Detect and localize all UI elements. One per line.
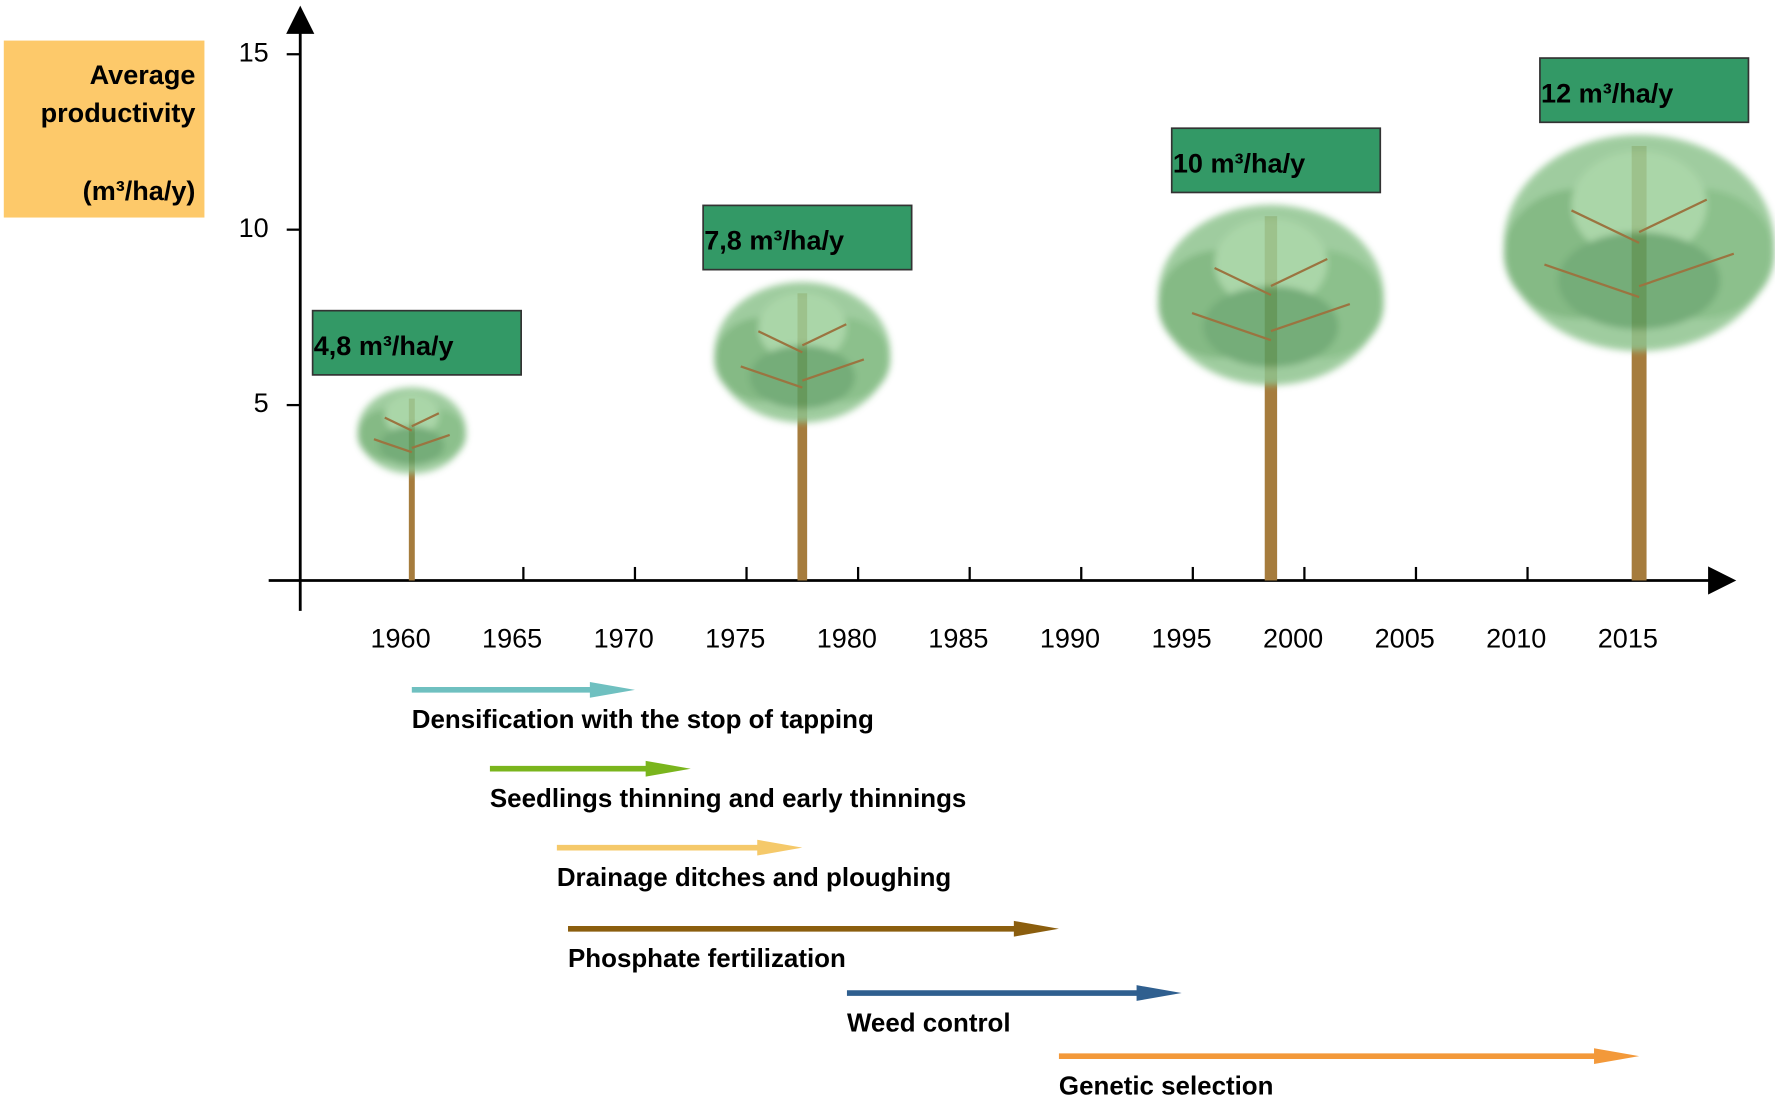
practice-label: Drainage ditches and ploughing (557, 864, 951, 892)
leaves (1557, 232, 1721, 330)
practice-label: Seedlings thinning and early thinnings (490, 785, 966, 813)
y-tick-label: 15 (239, 37, 269, 67)
x-tick-label: 1960 (370, 623, 430, 653)
branch (757, 330, 803, 354)
y-tick-label: 5 (254, 388, 269, 418)
x-tick-label: 2000 (1263, 623, 1323, 653)
x-tick-label: 2015 (1598, 623, 1658, 653)
leaves (1214, 218, 1328, 309)
leaves (379, 426, 445, 466)
value-label: 4,8 m³/ha/y (314, 331, 454, 361)
practice-arrow (568, 920, 1059, 937)
crown (1503, 134, 1775, 352)
branch (1270, 302, 1351, 333)
x-tick-label: 1985 (928, 623, 988, 653)
value-box (702, 204, 913, 271)
branch (1638, 198, 1708, 234)
practice-label: Weed control (847, 1009, 1011, 1037)
branch (1270, 257, 1328, 288)
x-tick-label: 1980 (817, 623, 877, 653)
tree (714, 282, 891, 581)
crown (714, 282, 891, 423)
value-box (311, 309, 522, 376)
practice-label: Densification with the stop of tapping (412, 706, 874, 734)
branch (1638, 252, 1735, 288)
x-tick-label: 1965 (482, 623, 542, 653)
value-box (1539, 57, 1750, 124)
practice-arrow (1058, 1048, 1640, 1065)
branch (740, 365, 803, 389)
tree (1503, 134, 1775, 581)
branch (801, 323, 847, 347)
ylabel-box (3, 40, 205, 218)
practice-arrow (411, 681, 635, 698)
value-label: 10 m³/ha/y (1173, 149, 1305, 179)
branch (411, 412, 440, 428)
x-tick-label: 1970 (594, 623, 654, 653)
x-tick-label: 2010 (1486, 623, 1546, 653)
leaves (384, 393, 439, 438)
trunk (797, 293, 808, 581)
practice-label: Phosphate fertilization (568, 945, 846, 973)
branch (1544, 263, 1640, 299)
tree (357, 387, 466, 581)
value-label: 12 m³/ha/y (1541, 78, 1673, 108)
leaves (749, 345, 856, 409)
y-axis-label-1: Average (90, 60, 196, 90)
leaves (1203, 286, 1339, 368)
branch (384, 416, 413, 432)
branch (801, 358, 865, 382)
trunk (408, 398, 415, 581)
x-tick-label: 2005 (1375, 623, 1435, 653)
value-label: 7,8 m³/ha/y (704, 226, 844, 256)
value-box (1170, 127, 1382, 194)
branch (1214, 266, 1272, 297)
branch (373, 438, 413, 454)
leaves (1571, 150, 1707, 260)
practice-arrow (846, 985, 1182, 1001)
branch (1570, 209, 1640, 244)
x-tick-label: 1990 (1040, 623, 1100, 653)
x-tick-label: 1995 (1151, 623, 1211, 653)
y-tick-label: 10 (239, 213, 269, 243)
branch (1191, 312, 1272, 342)
branch (411, 433, 451, 449)
leaves (758, 292, 847, 363)
tree (1158, 204, 1384, 581)
y-axis-label-3: (m³/ha/y) (83, 176, 196, 206)
practice-arrow (489, 760, 691, 777)
y-axis-label-2: productivity (41, 98, 196, 128)
practice-arrow (556, 839, 803, 856)
crown (1158, 204, 1384, 386)
practice-label: Genetic selection (1059, 1073, 1274, 1099)
x-tick-label: 1975 (705, 623, 765, 653)
